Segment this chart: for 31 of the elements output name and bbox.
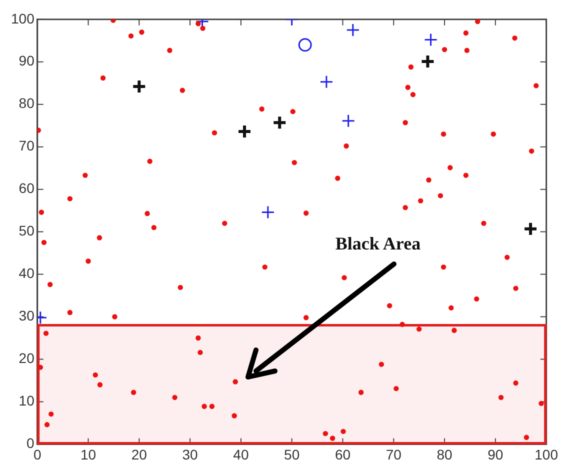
y-tick-label: 80 (18, 95, 35, 112)
x-tick-label: 30 (182, 446, 198, 462)
y-tick-label: 0 (26, 435, 35, 452)
annotation: Black Area (335, 234, 421, 254)
point (346, 23, 360, 37)
x-tick-label: 90 (488, 446, 504, 462)
point (298, 38, 312, 52)
y-tick-label: 70 (18, 138, 35, 154)
x-tick-label: 100 (534, 446, 558, 462)
y-tick-label: 100 (11, 10, 35, 26)
y-tick-label: 50 (18, 222, 35, 239)
x-tick-label: 80 (436, 446, 453, 462)
y-tick-label: 60 (18, 180, 35, 196)
x-tick-label: 20 (131, 446, 148, 462)
point (272, 115, 288, 130)
x-tick-label: 70 (386, 446, 402, 462)
point (523, 221, 538, 236)
x-tick-label: 50 (284, 446, 300, 462)
y-tick-label: 30 (18, 308, 35, 324)
point (320, 75, 334, 89)
x-tick-label: 60 (334, 446, 351, 462)
point (342, 114, 356, 128)
y-tick-label: 40 (18, 265, 35, 282)
point (420, 54, 436, 69)
point (132, 79, 147, 94)
point (237, 124, 252, 140)
y-tick-label: 20 (18, 350, 35, 366)
y-tick-label: 90 (18, 52, 35, 69)
y-tick-label: 10 (18, 392, 35, 409)
x-tick-label: 40 (233, 446, 249, 462)
x-tick-label: 10 (80, 446, 96, 462)
